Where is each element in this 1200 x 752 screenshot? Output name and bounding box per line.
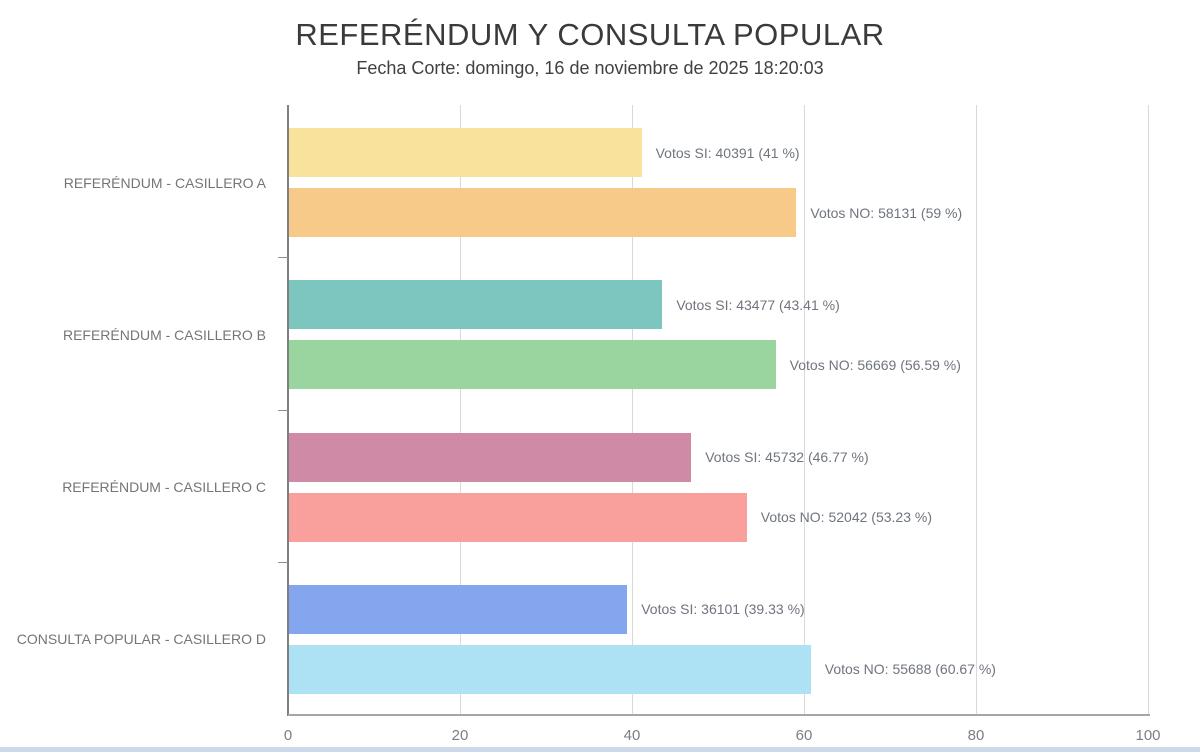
category-separator-tick [278, 562, 288, 563]
x-tick-label: 0 [283, 727, 293, 744]
bar-votos-si[interactable] [289, 280, 663, 330]
category-separator-tick [278, 410, 288, 411]
category-label: REFERÉNDUM - CASILLERO C [62, 479, 266, 495]
category-label: REFERÉNDUM - CASILLERO B [62, 326, 266, 343]
gridline [1148, 105, 1149, 714]
category-label: CONSULTA POPULAR - CASILLERO D [16, 631, 266, 648]
bar-votos-no[interactable] [289, 644, 811, 694]
x-axis-line [288, 714, 1150, 716]
x-tick-label: 80 [967, 727, 985, 744]
bar-votos-si[interactable] [289, 584, 628, 634]
bar-value-label: Votos NO: 55688 (60.67 %) [824, 661, 996, 678]
cutoff-date-subtitle: Fecha Corte: domingo, 16 de noviembre de… [356, 58, 824, 79]
category-label: REFERÉNDUM - CASILLERO A [63, 174, 266, 191]
bar-votos-si[interactable] [289, 432, 692, 482]
bar-value-label: Votos NO: 52042 (53.23 %) [760, 509, 932, 525]
bar-value-label: Votos NO: 56669 (56.59 %) [789, 356, 961, 373]
chart-header: REFERÉNDUM Y CONSULTA POPULAR Fecha Cort… [0, 16, 1180, 79]
bar-value-label: Votos NO: 58131 (59 %) [810, 204, 963, 221]
page-title: REFERÉNDUM Y CONSULTA POPULAR [295, 17, 885, 52]
gridline [804, 105, 805, 714]
bar-votos-no[interactable] [289, 188, 797, 237]
gridline [460, 105, 461, 714]
bar-votos-si[interactable] [289, 128, 642, 177]
x-tick-label: 60 [795, 727, 813, 744]
bar-value-label: Votos SI: 43477 (43.41 %) [676, 296, 840, 313]
x-tick-label: 40 [623, 727, 641, 744]
category-separator-tick [278, 257, 288, 258]
bar-value-label: Votos SI: 45732 (46.77 %) [705, 449, 869, 465]
gridline [632, 105, 633, 714]
bar-value-label: Votos SI: 40391 (41 %) [655, 144, 800, 161]
bar-votos-no[interactable] [289, 492, 747, 542]
bar-value-label: Votos SI: 36101 (39.33 %) [641, 601, 805, 618]
y-axis-line [287, 105, 289, 716]
gridline [976, 105, 977, 714]
horizontal-bar-chart: 0 20 40 60 80 100 REFERÉNDUM - CASILLERO A Voto… [0, 105, 1200, 744]
x-tick-label: 20 [451, 727, 469, 744]
x-tick-label: 100 [1135, 727, 1161, 744]
bottom-accent-strip [0, 747, 1200, 752]
bar-votos-no[interactable] [289, 340, 776, 390]
